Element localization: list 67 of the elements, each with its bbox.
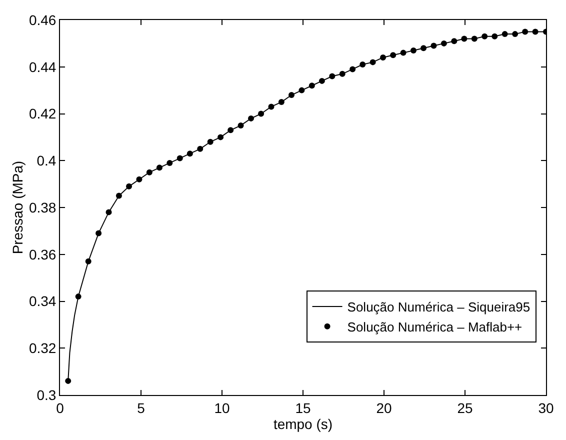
x-axis-title: tempo (s) bbox=[273, 416, 333, 432]
point bbox=[339, 70, 346, 77]
y-tick-label: 0.44 bbox=[28, 58, 56, 75]
legend-label: Solução Numérica – Siqueira95 bbox=[347, 300, 530, 315]
point bbox=[410, 47, 416, 54]
point bbox=[430, 42, 437, 49]
y-tick-label: 0.34 bbox=[28, 293, 56, 310]
point bbox=[136, 176, 142, 182]
x-tick-label: 15 bbox=[295, 400, 311, 416]
point bbox=[248, 115, 254, 122]
point bbox=[96, 230, 102, 236]
y-axis-title: Pressao (MPa) bbox=[10, 160, 26, 254]
point bbox=[440, 40, 447, 46]
point bbox=[106, 209, 112, 216]
y-tick-label: 0.4 bbox=[36, 152, 56, 169]
x-tick-label: 10 bbox=[214, 400, 230, 416]
point bbox=[65, 378, 72, 384]
point bbox=[176, 155, 183, 162]
point bbox=[197, 146, 204, 152]
point bbox=[318, 78, 325, 84]
point bbox=[390, 52, 396, 58]
point bbox=[146, 169, 152, 176]
point bbox=[370, 59, 376, 66]
point bbox=[482, 33, 488, 40]
point bbox=[329, 73, 336, 80]
point bbox=[268, 104, 274, 110]
y-tick-label: 0.32 bbox=[28, 340, 56, 356]
point bbox=[156, 164, 162, 171]
point bbox=[218, 134, 224, 140]
point bbox=[532, 28, 538, 35]
point bbox=[502, 31, 508, 38]
point bbox=[380, 54, 386, 60]
point bbox=[166, 160, 173, 166]
point bbox=[126, 183, 132, 190]
point bbox=[238, 122, 244, 128]
point bbox=[207, 138, 214, 145]
point bbox=[298, 87, 305, 94]
point bbox=[471, 36, 478, 42]
point bbox=[350, 66, 356, 72]
y-tick-label: 0.42 bbox=[28, 106, 56, 122]
x-tick-label: 25 bbox=[457, 400, 473, 416]
y-tick-label: 0.38 bbox=[28, 199, 56, 216]
point bbox=[492, 33, 498, 40]
y-tick-label: 0.3 bbox=[36, 386, 56, 403]
point bbox=[278, 99, 284, 106]
point bbox=[420, 45, 427, 52]
x-tick-label: 30 bbox=[538, 400, 554, 416]
point bbox=[360, 62, 366, 68]
point bbox=[228, 127, 234, 134]
x-tick-label: 20 bbox=[376, 400, 392, 416]
point bbox=[308, 82, 315, 89]
point bbox=[512, 31, 518, 38]
point bbox=[461, 36, 468, 42]
y-tick-label: 0.46 bbox=[28, 12, 56, 28]
point bbox=[85, 258, 92, 264]
point bbox=[116, 192, 122, 199]
legend-label: Solução Numérica – Maflab++ bbox=[347, 319, 522, 334]
x-tick-label: 0 bbox=[56, 400, 64, 416]
y-tick-label: 0.36 bbox=[28, 246, 56, 262]
point bbox=[451, 38, 458, 44]
point bbox=[258, 110, 264, 117]
x-tick-label: 5 bbox=[137, 400, 146, 416]
point bbox=[288, 92, 294, 98]
point bbox=[75, 294, 82, 300]
point bbox=[400, 50, 406, 56]
point bbox=[522, 28, 528, 35]
point bbox=[186, 150, 193, 157]
